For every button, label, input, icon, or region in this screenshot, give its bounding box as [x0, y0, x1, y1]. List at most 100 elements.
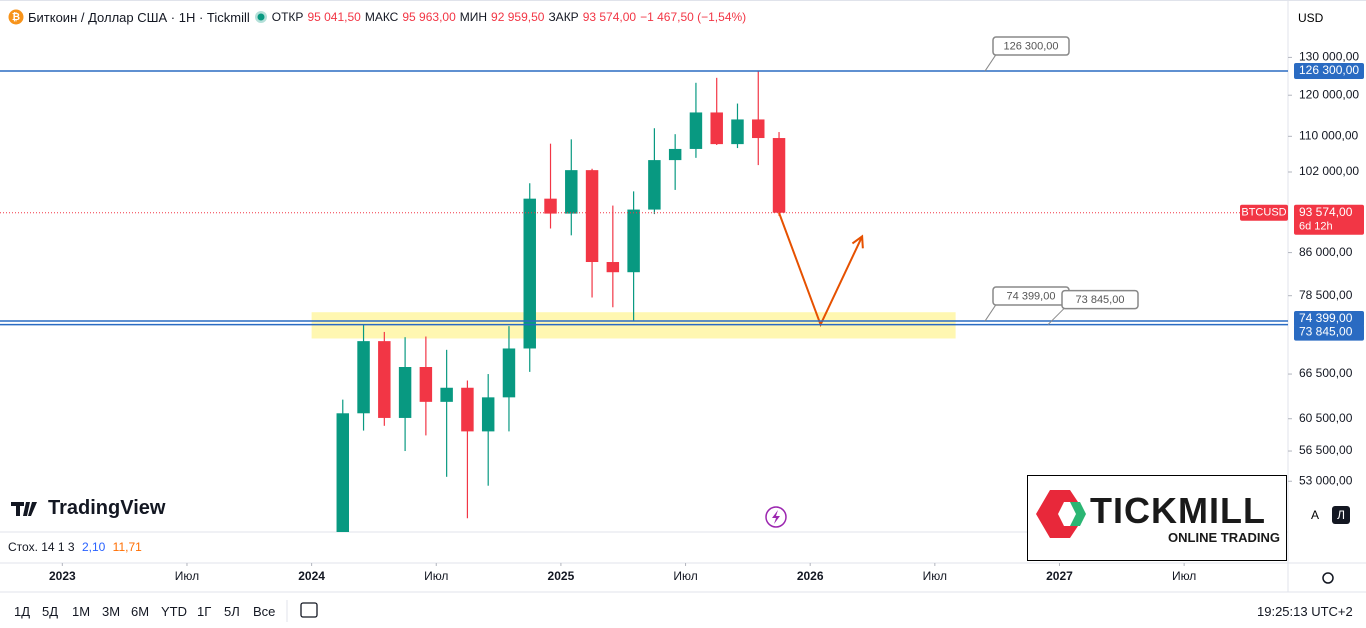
range-button[interactable]: 1Д — [14, 604, 31, 619]
axis-price-tag — [1294, 324, 1364, 341]
close-value: 93 574,00 — [582, 10, 637, 24]
line-callout — [1061, 289, 1139, 310]
high-label: МАКС — [364, 10, 399, 24]
axis-price-tag-label: 74 399,00 — [1299, 311, 1353, 325]
events-bolt — [772, 510, 780, 524]
candle-body — [357, 341, 370, 414]
candle-body — [772, 138, 786, 213]
range-button[interactable]: 3М — [102, 604, 121, 619]
y-tick-label: 120 000,00 — [1299, 87, 1359, 101]
date-range-icon[interactable] — [300, 602, 318, 618]
change-value: −1 467,50 (−1,54%) — [640, 10, 747, 24]
svg-text:₿: ₿ — [12, 11, 20, 23]
range-button[interactable]: 1Г — [197, 604, 212, 619]
candle-body — [398, 367, 412, 418]
range-button[interactable]: Все — [253, 604, 276, 619]
y-tick-label: 86 000,00 — [1299, 245, 1353, 259]
candle-body — [461, 387, 474, 432]
x-tick-label: 2023 — [49, 569, 76, 583]
candle-body — [419, 367, 433, 402]
last-price-label: 93 574,00 — [1299, 205, 1353, 219]
indicator-legend: Стох. 14 1 3 2,10 11,71 — [8, 540, 142, 554]
candle-body — [710, 112, 723, 145]
broker-name: TICKMILL — [1090, 490, 1266, 531]
x-tick-label: 2026 — [797, 569, 824, 583]
candle-body — [627, 209, 640, 273]
tv-logo: TradingView — [10, 497, 165, 520]
open-value: 95 041,50 — [307, 10, 361, 24]
y-tick-label: 110 000,00 — [1299, 128, 1358, 142]
y-tick-label: 78 500,00 — [1299, 288, 1353, 302]
line-callout-leader — [984, 302, 998, 322]
candle-body — [440, 387, 453, 402]
candle-body — [481, 397, 495, 432]
symbol-title: Биткоин / Доллар США · 1Н · Tickmill — [28, 9, 250, 25]
range-button[interactable]: 6М — [131, 604, 150, 619]
tv-wordmark: TradingView — [48, 497, 166, 519]
y-tick-label: 102 000,00 — [1299, 164, 1359, 178]
candle-body — [378, 341, 391, 418]
candle-body — [502, 348, 516, 398]
line-callout-leader — [984, 52, 998, 72]
candle-body — [606, 262, 620, 273]
price-axis-bg — [1288, 0, 1366, 592]
y-tick-label: 60 500,00 — [1299, 411, 1353, 425]
x-tick-label: Июл — [175, 569, 199, 583]
y-tick-label: 66 500,00 — [1299, 366, 1353, 380]
btc-icon: ₿ — [8, 9, 24, 25]
candle-body — [668, 148, 682, 161]
candle-body — [585, 170, 599, 263]
range-button[interactable]: YTD — [161, 604, 187, 619]
range-button[interactable]: 5Л — [224, 604, 240, 619]
header: ₿ Биткоин / Доллар США · 1Н · Tickmill О… — [8, 9, 746, 25]
axis-price-tag-label: 73 845,00 — [1299, 325, 1353, 339]
broker-icon — [1036, 490, 1086, 538]
low-label: МИН — [459, 10, 488, 24]
line-callout-leader — [1047, 306, 1067, 325]
x-tick-label: Июл — [1172, 569, 1196, 583]
y-tick-label: 130 000,00 — [1299, 50, 1359, 64]
candle-body — [544, 198, 557, 214]
indicator-name: Стох. 14 1 3 — [8, 540, 75, 554]
symbol-tag — [1240, 204, 1288, 221]
candle-body — [648, 160, 661, 210]
settings-icon — [1322, 572, 1334, 584]
forecast-arrowhead — [851, 234, 864, 249]
line-callout-label: 74 399,00 — [1007, 290, 1056, 302]
high-value: 95 963,00 — [402, 10, 456, 24]
x-tick-label: Июл — [673, 569, 697, 583]
candle-body — [565, 170, 578, 214]
axis-price-tag — [1294, 63, 1364, 80]
broker-logo: TICKMILL ONLINE TRADING — [1027, 475, 1287, 561]
candle-body — [752, 119, 765, 139]
tv-icon — [11, 501, 37, 516]
y-tick-label: 56 500,00 — [1299, 443, 1353, 457]
forecast-arrow — [778, 212, 864, 328]
line-callout-label: 126 300,00 — [1003, 40, 1058, 52]
candle-body — [523, 198, 536, 349]
auto-scale-button[interactable]: A — [1310, 508, 1319, 522]
y-tick-label: 53 000,00 — [1299, 473, 1353, 487]
broker-tagline: ONLINE TRADING — [1168, 530, 1280, 545]
candle-body — [336, 413, 350, 532]
candle-body — [689, 112, 703, 149]
bottom-toolbar: 19:25:13 UTC+2 1Д 5Д 1М 3М 6М YTD 1Г 5Л Все — [0, 596, 1366, 628]
x-tick-label: 2025 — [548, 569, 575, 583]
indicator-k: 2,10 — [81, 540, 106, 554]
currency[interactable]: USD — [1298, 11, 1324, 25]
x-tick-label: Июл — [424, 569, 448, 583]
status-dot — [254, 11, 267, 23]
x-tick-label: 2027 — [1046, 569, 1073, 583]
line-callout-label: 73 845,00 — [1076, 294, 1125, 306]
log-scale-button[interactable]: Л — [1332, 506, 1350, 524]
range-button[interactable]: 1М — [72, 604, 91, 619]
open-label: ОТКР — [271, 10, 304, 24]
low-value: 92 959,50 — [491, 10, 545, 24]
indicator-d: 11,71 — [112, 540, 142, 554]
x-tick-label: Июл — [923, 569, 947, 583]
range-button[interactable]: 5Д — [42, 604, 59, 619]
symbol-tag-label: BTCUSD — [1241, 207, 1286, 219]
candle-body — [731, 119, 744, 145]
